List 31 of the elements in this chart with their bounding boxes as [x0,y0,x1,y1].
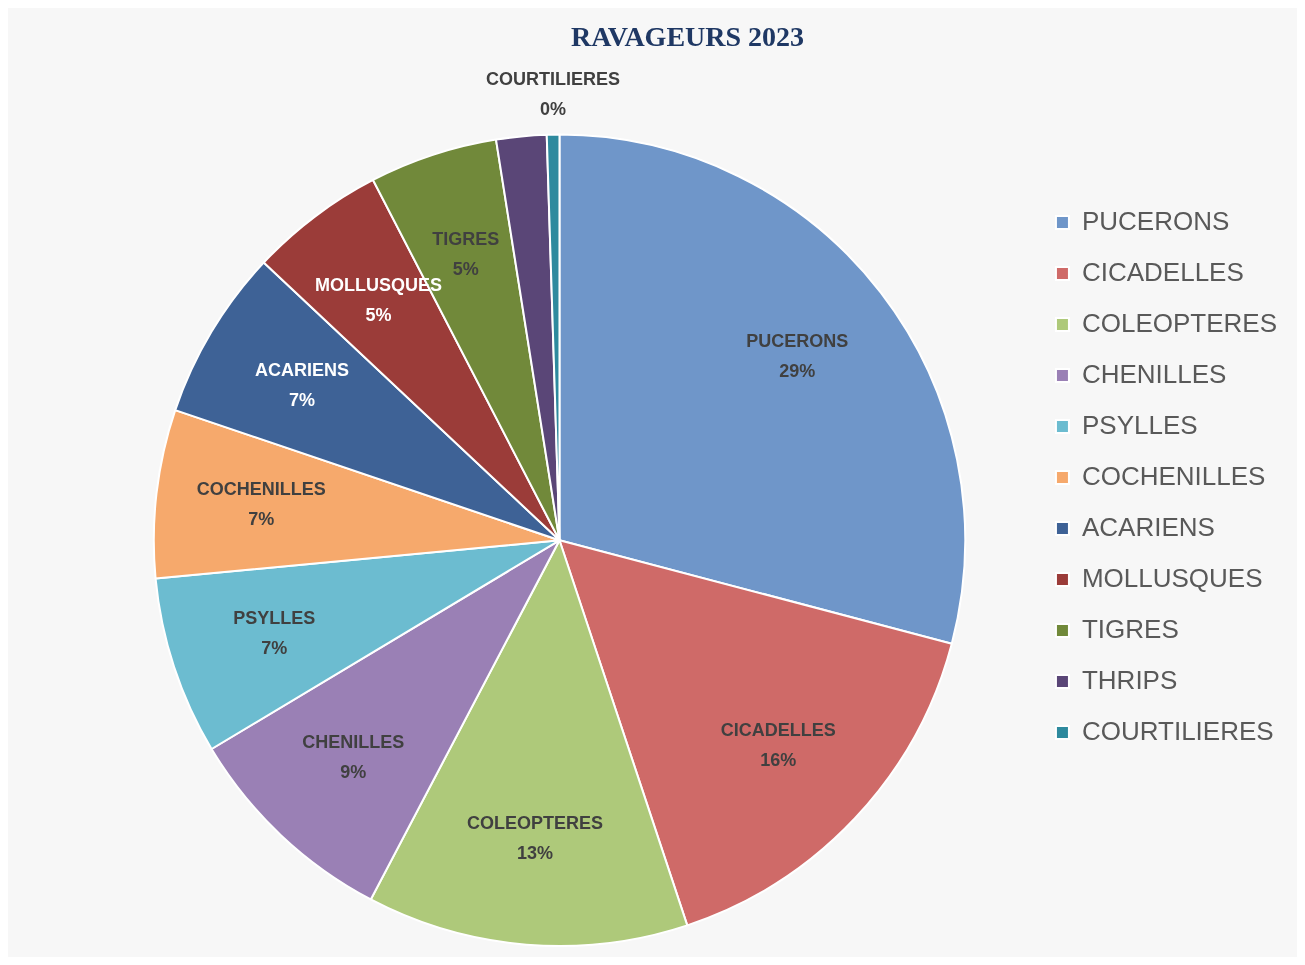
legend-label: COURTILIERES [1081,715,1274,746]
slice-label: COURTILIERES [486,68,621,89]
legend-label: TIGRES [1081,613,1179,644]
slice-label: TIGRES [432,229,500,250]
slice-label: PSYLLES [233,607,316,628]
data-label: 0% [540,98,567,119]
legend-label: THRIPS [1081,664,1178,695]
slice-label: PUCERONS [746,331,849,352]
legend-label: COCHENILLES [1081,460,1266,491]
legend-label: CICADELLES [1081,256,1244,287]
legend-label: PSYLLES [1081,409,1198,440]
legend-label: MOLLUSQUES [1081,562,1263,593]
slice-label: COCHENILLES [196,479,326,500]
slice-label: CHENILLES [302,732,405,753]
legend-label: PUCERONS [1081,205,1230,236]
slice-label: COLEOPTERES [466,813,603,834]
data-label: 7% [261,637,288,658]
data-label: 13% [516,843,553,864]
slice-label: ACARIENS [255,359,350,380]
data-label: 7% [248,509,275,530]
slice-label: CICADELLES [720,719,836,740]
data-label: 29% [779,361,816,382]
legend-label: COLEOPTERES [1081,307,1278,338]
chart-title: RAVAGEURS 2023 [570,21,805,53]
data-label: 5% [452,259,479,280]
data-label: 9% [340,762,367,783]
data-label: 5% [365,304,392,325]
legend-label: CHENILLES [1081,358,1227,389]
data-label: 16% [760,749,797,770]
legend-label: ACARIENS [1081,511,1215,542]
data-label: 7% [289,389,316,410]
